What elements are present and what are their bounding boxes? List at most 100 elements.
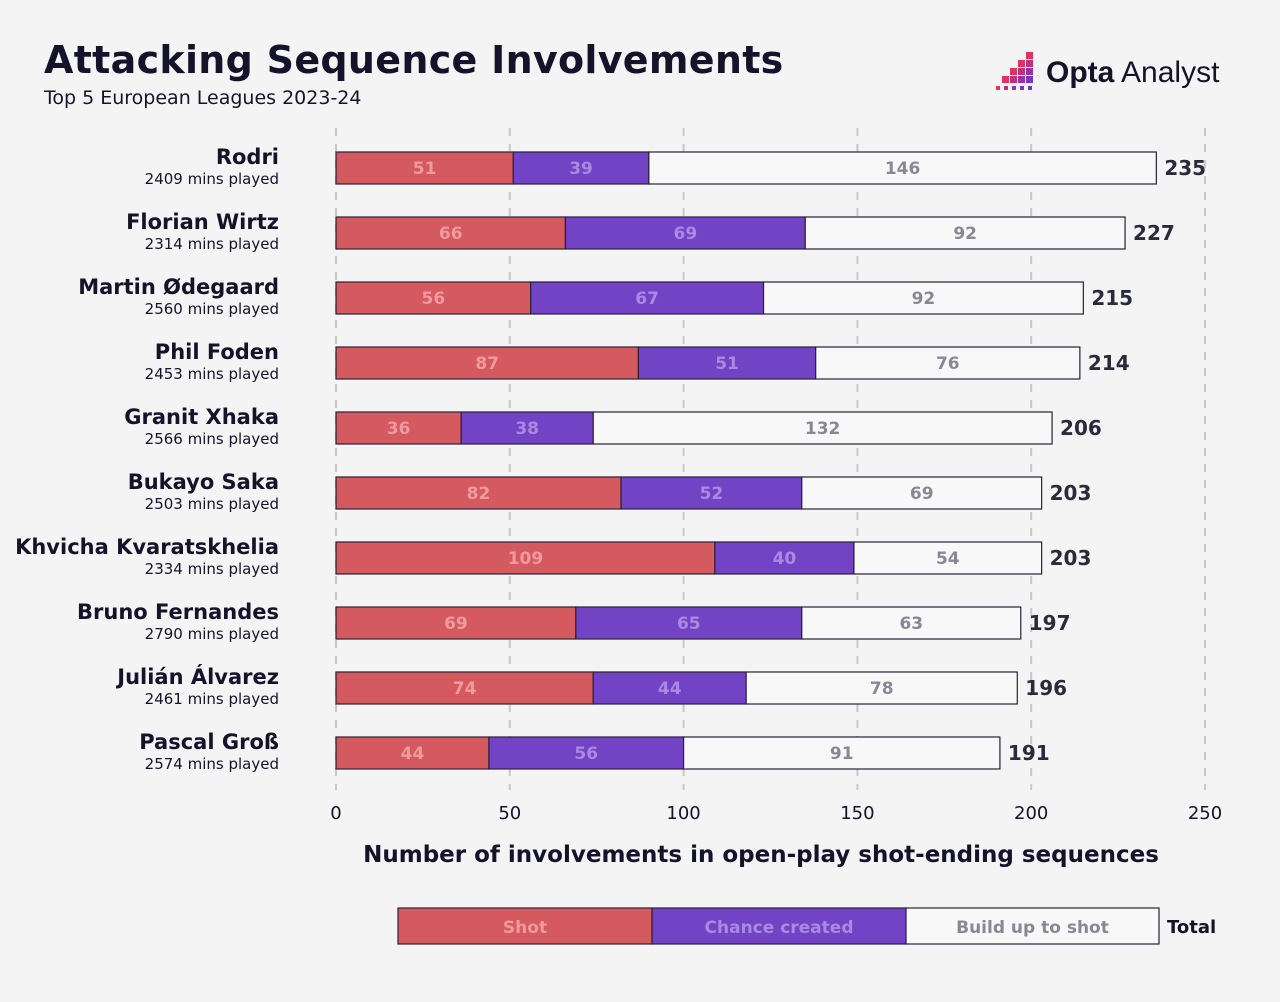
bar-segment (335, 541, 716, 575)
bar-segment (335, 606, 577, 640)
bar-segment (815, 346, 1081, 380)
legend-label: Chance created (705, 918, 854, 938)
opta-analyst-logo: Opta Analyst (996, 52, 1219, 94)
bar-segment (592, 671, 747, 705)
bar-segment (335, 736, 490, 770)
minutes-played: 2566 mins played (145, 430, 279, 448)
total-label: 227 (1133, 221, 1175, 245)
x-tick-label: 150 (840, 803, 874, 824)
bar-segment (460, 411, 594, 445)
bar-segment (335, 671, 594, 705)
total-label: 196 (1025, 676, 1067, 700)
minutes-played: 2560 mins played (145, 300, 279, 318)
chart-subtitle: Top 5 European Leagues 2023-24 (44, 87, 362, 109)
total-label: 206 (1060, 416, 1102, 440)
data-label: 36 (387, 419, 411, 439)
x-axis-title: Number of involvements in open-play shot… (363, 842, 1159, 868)
minutes-played: 2574 mins played (145, 755, 279, 773)
bar-segment (648, 151, 1157, 185)
total-label: 215 (1091, 286, 1133, 310)
data-label: 54 (936, 549, 960, 569)
data-label: 56 (574, 744, 598, 764)
bar-segment (512, 151, 650, 185)
bar-segment (637, 346, 817, 380)
total-label: 191 (1008, 741, 1050, 765)
data-label: 66 (439, 224, 463, 244)
player-name: Pascal Groß (139, 730, 279, 754)
bar-segment (801, 476, 1043, 510)
data-label: 92 (953, 224, 977, 244)
x-tick-label: 100 (666, 803, 700, 824)
x-tick-label: 50 (498, 803, 521, 824)
legend-label: Build up to shot (956, 918, 1109, 938)
player-name: Phil Foden (155, 340, 279, 364)
player-name: Martin Ødegaard (78, 275, 279, 299)
data-label: 51 (413, 159, 437, 179)
minutes-played: 2790 mins played (145, 625, 279, 643)
bar-segment (714, 541, 855, 575)
legend-total-label: Total (1167, 917, 1216, 938)
bar-segment (335, 411, 462, 445)
total-label: 203 (1050, 546, 1092, 570)
x-tick-label: 200 (1014, 803, 1048, 824)
x-tick-label: 250 (1188, 803, 1222, 824)
data-label: 69 (674, 224, 698, 244)
bar-segment (745, 671, 1018, 705)
data-label: 82 (467, 484, 491, 504)
bar-segment (801, 606, 1022, 640)
opta-logo-icon (996, 52, 1033, 90)
bar-segment (564, 216, 806, 250)
data-label: 67 (635, 289, 659, 309)
bar-segment (575, 606, 803, 640)
legend-swatch (397, 907, 653, 945)
bar-segment (853, 541, 1043, 575)
data-label: 69 (444, 614, 468, 634)
bar-segment (530, 281, 765, 315)
data-label: 91 (830, 744, 854, 764)
player-name: Rodri (216, 145, 279, 169)
legend-swatch (651, 907, 907, 945)
player-name: Bukayo Saka (128, 470, 279, 494)
data-label: 44 (401, 744, 425, 764)
minutes-played: 2409 mins played (145, 170, 279, 188)
data-label: 44 (658, 679, 682, 699)
legend-label: Shot (503, 918, 547, 938)
bar-segment (335, 281, 532, 315)
data-label: 74 (453, 679, 477, 699)
data-label: 65 (677, 614, 701, 634)
total-label: 203 (1050, 481, 1092, 505)
player-name: Julián Álvarez (115, 664, 279, 689)
data-label: 109 (508, 549, 544, 569)
x-tick-label: 0 (330, 803, 341, 824)
data-label: 63 (899, 614, 923, 634)
data-label: 40 (773, 549, 797, 569)
data-label: 132 (805, 419, 841, 439)
player-name: Bruno Fernandes (77, 600, 279, 624)
bar-segment (762, 281, 1084, 315)
data-label: 56 (421, 289, 445, 309)
data-label: 87 (475, 354, 499, 374)
bar-segment (620, 476, 803, 510)
minutes-played: 2314 mins played (145, 235, 279, 253)
total-label: 214 (1088, 351, 1130, 375)
bar-segment (804, 216, 1126, 250)
data-label: 78 (870, 679, 894, 699)
bar-segment (335, 476, 622, 510)
data-label: 39 (569, 159, 593, 179)
chart-title: Attacking Sequence Involvements (44, 38, 784, 82)
bar-segment (335, 151, 514, 185)
minutes-played: 2503 mins played (145, 495, 279, 513)
minutes-played: 2453 mins played (145, 365, 279, 383)
bar-segment (335, 216, 567, 250)
data-label: 92 (912, 289, 936, 309)
logo-wordmark: Opta Analyst (1046, 56, 1220, 89)
minutes-played: 2461 mins played (145, 690, 279, 708)
player-name: Khvicha Kvaratskhelia (15, 535, 279, 559)
minutes-played: 2334 mins played (145, 560, 279, 578)
data-label: 76 (936, 354, 960, 374)
data-label: 69 (910, 484, 934, 504)
bar-segment (682, 736, 1001, 770)
legend-swatch (905, 907, 1160, 945)
total-label: 235 (1164, 156, 1206, 180)
